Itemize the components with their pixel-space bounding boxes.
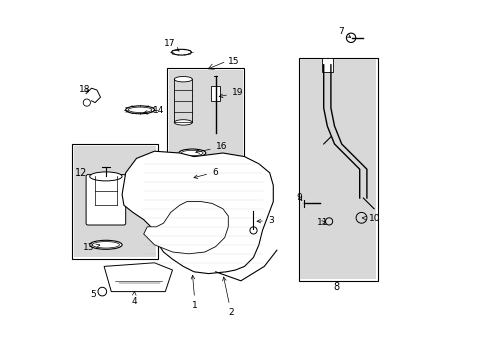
Polygon shape bbox=[143, 202, 228, 254]
Polygon shape bbox=[122, 151, 273, 274]
Text: 5: 5 bbox=[90, 290, 96, 299]
Bar bbox=[73, 146, 156, 257]
Text: 9: 9 bbox=[296, 193, 302, 202]
Text: 4: 4 bbox=[131, 291, 137, 306]
Text: 16: 16 bbox=[195, 143, 227, 153]
Text: 1: 1 bbox=[191, 275, 198, 310]
Bar bbox=[298, 58, 377, 281]
FancyBboxPatch shape bbox=[86, 175, 125, 225]
Text: 12: 12 bbox=[75, 168, 87, 178]
Text: 8: 8 bbox=[332, 282, 339, 292]
Text: 13: 13 bbox=[82, 243, 100, 252]
Ellipse shape bbox=[171, 49, 191, 55]
Text: 15: 15 bbox=[228, 57, 239, 66]
Bar bbox=[211, 86, 220, 101]
Text: 19: 19 bbox=[219, 89, 243, 98]
Bar bbox=[168, 70, 242, 167]
Ellipse shape bbox=[125, 106, 154, 114]
Ellipse shape bbox=[89, 172, 122, 181]
Ellipse shape bbox=[89, 240, 122, 249]
Text: 10: 10 bbox=[362, 215, 380, 224]
Text: 2: 2 bbox=[222, 277, 233, 317]
Bar bbox=[300, 59, 375, 279]
Ellipse shape bbox=[92, 242, 119, 248]
Text: 18: 18 bbox=[79, 85, 90, 94]
Ellipse shape bbox=[179, 149, 205, 157]
Polygon shape bbox=[104, 263, 172, 292]
Bar bbox=[321, 58, 332, 72]
Text: 7: 7 bbox=[337, 27, 350, 37]
Text: 14: 14 bbox=[143, 107, 164, 116]
Text: 3: 3 bbox=[257, 216, 273, 225]
Ellipse shape bbox=[128, 107, 151, 113]
Text: 11: 11 bbox=[316, 218, 327, 227]
Bar bbox=[167, 68, 244, 169]
Text: 17: 17 bbox=[163, 39, 179, 51]
Text: 6: 6 bbox=[194, 168, 218, 179]
Ellipse shape bbox=[174, 120, 192, 125]
Bar bbox=[72, 144, 158, 259]
Bar bbox=[183, 175, 197, 182]
Ellipse shape bbox=[174, 77, 192, 82]
Ellipse shape bbox=[181, 150, 203, 156]
